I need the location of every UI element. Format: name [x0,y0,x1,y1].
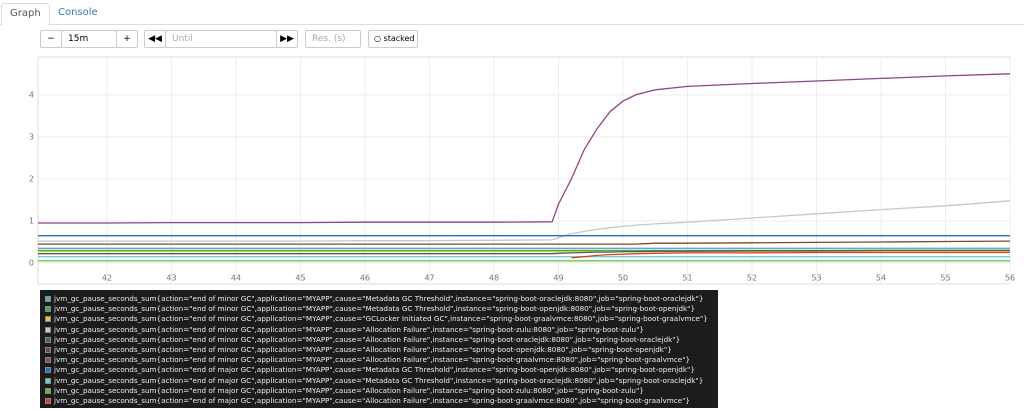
x-tick-label: 48 [489,274,499,283]
y-tick-label: 1 [29,216,34,225]
stacked-button[interactable]: ○ stacked [368,30,418,48]
increase-range[interactable]: + [116,30,138,48]
res-input[interactable]: Res. (s) [305,30,361,48]
x-tick-label: 54 [876,274,886,283]
console-tab[interactable]: Console [58,7,98,18]
x-tick-label: 47 [424,274,434,283]
legend-label: jvm_gc_pause_seconds_sum{action="end of … [54,294,704,303]
legend-item[interactable]: jvm_gc_pause_seconds_sum{action="end of … [40,365,718,375]
legend-item[interactable]: jvm_gc_pause_seconds_sum{action="end of … [40,376,718,386]
legend-swatch [45,316,51,323]
legend-item[interactable]: jvm_gc_pause_seconds_sum{action="end of … [40,335,718,345]
legend-swatch [45,346,51,353]
x-tick-label: 44 [231,274,241,283]
range-input[interactable]: 15m [61,30,117,48]
legend-item[interactable]: jvm_gc_pause_seconds_sum{action="end of … [40,396,718,406]
legend-label: jvm_gc_pause_seconds_sum{action="end of … [54,365,695,375]
x-tick-label: 45 [295,274,305,283]
y-tick-label: 0 [29,258,34,267]
legend-swatch [45,357,51,364]
x-tick-label: 55 [940,274,950,283]
legend-swatch [45,326,51,333]
stacked-label: stacked [383,34,415,43]
legend-item[interactable]: jvm_gc_pause_seconds_sum{action="end of … [40,325,718,335]
x-tick-label: 53 [811,274,821,283]
forward-button[interactable]: ▶▶ [276,30,298,48]
legend-label: jvm_gc_pause_seconds_sum{action="end of … [54,344,672,354]
series-line [38,240,1011,245]
legend-item[interactable]: jvm_gc_pause_seconds_sum{action="end of … [40,314,718,324]
legend: jvm_gc_pause_seconds_sum{action="end of … [40,290,718,408]
x-tick-label: 43 [166,274,176,283]
legend-label: jvm_gc_pause_seconds_sum{action="end of … [54,395,690,405]
x-tick-label: 50 [618,274,628,283]
graph-tab[interactable]: Graph [1,3,50,26]
legend-swatch [45,336,51,343]
legend-label: jvm_gc_pause_seconds_sum{action="end of … [54,304,696,314]
legend-swatch [45,306,51,313]
series-line [38,200,1011,242]
tab-bar: Graph Console [0,0,1024,26]
y-tick-label: 3 [29,132,34,141]
x-tick-label: 56 [1005,274,1015,283]
legend-swatch [45,387,51,394]
x-tick-label: 42 [102,274,112,283]
legend-item[interactable]: jvm_gc_pause_seconds_sum{action="end of … [40,345,718,355]
x-tick-label: 52 [747,274,757,283]
legend-label: jvm_gc_pause_seconds_sum{action="end of … [54,385,644,395]
series-line [38,73,1011,224]
legend-swatch [45,397,51,404]
legend-item[interactable]: jvm_gc_pause_seconds_sum{action="end of … [40,355,718,365]
series-line [571,251,1010,259]
legend-label: jvm_gc_pause_seconds_sum{action="end of … [54,324,644,334]
legend-swatch [45,367,51,374]
legend-item[interactable]: jvm_gc_pause_seconds_sum{action="end of … [40,304,718,314]
legend-label: jvm_gc_pause_seconds_sum{action="end of … [54,355,691,365]
legend-label: jvm_gc_pause_seconds_sum{action="end of … [54,375,704,385]
legend-swatch [45,296,51,302]
x-tick-label: 46 [360,274,370,283]
legend-item[interactable]: jvm_gc_pause_seconds_sum{action="end of … [40,386,718,396]
x-tick-label: 49 [553,274,563,283]
y-tick-label: 2 [29,174,34,183]
until-input[interactable]: Until [165,30,277,48]
y-tick-label: 4 [29,90,34,99]
chart: 0 1 2 3 4 42 43 44 45 46 47 48 49 50 51 52 53 54 55 56 [29,56,1015,285]
legend-swatch [45,377,51,384]
legend-item[interactable]: jvm_gc_pause_seconds_sum{action="end of … [40,294,718,304]
legend-label: jvm_gc_pause_seconds_sum{action="end of … [54,314,708,324]
x-tick-label: 51 [682,274,692,283]
series-line [38,249,1010,255]
legend-label: jvm_gc_pause_seconds_sum{action="end of … [54,334,681,344]
